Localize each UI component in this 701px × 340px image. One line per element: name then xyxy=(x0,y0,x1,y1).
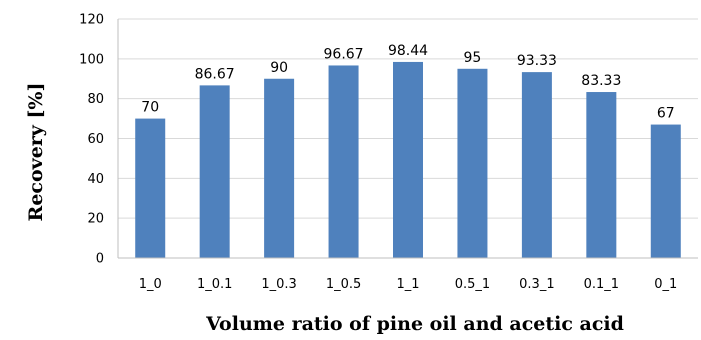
x-tick-label: 1_0.1 xyxy=(197,277,232,292)
data-label: 98.44 xyxy=(388,43,428,59)
data-label: 70 xyxy=(141,100,159,116)
bar xyxy=(393,61,423,258)
bars xyxy=(135,61,681,259)
x-tick-labels: 1_0 1_0.1 1_0.3 1_0.5 1_1 0.5_1 0.3_1 0.1_1 0_1 xyxy=(139,277,678,292)
bar xyxy=(199,85,230,258)
bar xyxy=(135,118,166,258)
x-tick-label: 0_1 xyxy=(654,277,677,292)
data-label: 95 xyxy=(464,50,482,66)
y-tick-labels: 0 20 40 60 80 100 120 xyxy=(79,13,104,267)
x-tick-label: 1_0.3 xyxy=(261,277,296,292)
data-label: 90 xyxy=(270,60,288,76)
data-labels: 70 86.67 90 96.67 98.44 95 93.33 83.33 67 xyxy=(141,43,674,122)
y-tick-label: 20 xyxy=(87,212,104,227)
data-label: 67 xyxy=(657,106,675,122)
x-tick-label: 0.1_1 xyxy=(584,277,619,292)
y-tick-label: 0 xyxy=(96,252,104,267)
x-tick-label: 1_0.5 xyxy=(326,277,361,292)
bar xyxy=(650,124,681,258)
bar xyxy=(264,78,295,258)
y-tick-label: 40 xyxy=(87,172,104,187)
data-label: 93.33 xyxy=(517,53,557,69)
x-axis-title: Volume ratio of pine oil and acetic acid xyxy=(205,313,624,335)
data-label: 83.33 xyxy=(581,73,621,89)
x-tick-label: 1_1 xyxy=(396,277,419,292)
data-label: 86.67 xyxy=(195,66,235,82)
x-tick-label: 1_0 xyxy=(139,277,162,292)
data-label: 96.67 xyxy=(324,46,364,62)
x-tick-label: 0.5_1 xyxy=(455,277,490,292)
bar xyxy=(457,68,488,259)
y-tick-label: 100 xyxy=(79,52,104,67)
y-tick-label: 60 xyxy=(87,132,104,147)
y-tick-label: 80 xyxy=(87,92,104,107)
y-axis-title: Recovery [%] xyxy=(25,83,47,222)
bar xyxy=(328,65,359,259)
bar xyxy=(586,92,617,258)
y-tick-label: 120 xyxy=(79,13,104,28)
x-tick-label: 0.3_1 xyxy=(519,277,554,292)
bar xyxy=(521,72,552,258)
